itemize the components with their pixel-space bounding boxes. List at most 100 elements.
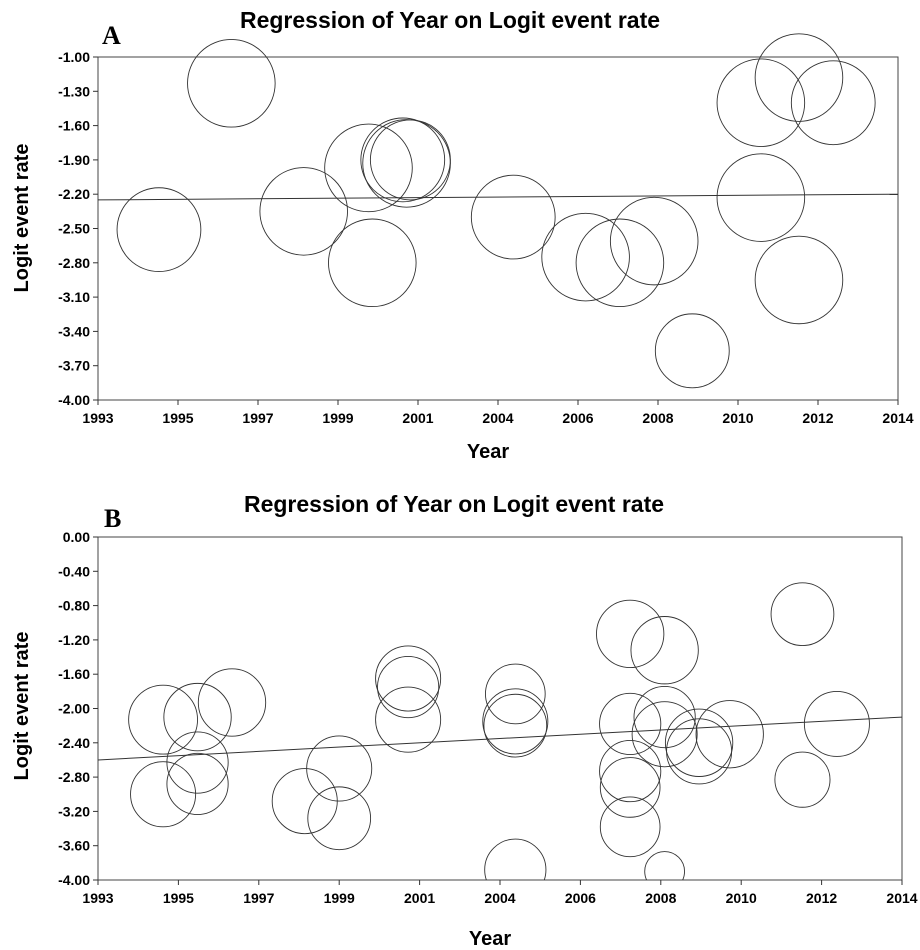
x-tick-label: 1993 [82, 890, 113, 906]
x-tick-label: 2004 [482, 410, 513, 426]
data-bubble [664, 708, 734, 777]
plot-frame-b [97, 536, 903, 881]
data-bubble [128, 684, 198, 755]
x-tick-label: 1995 [162, 410, 193, 426]
chart-title-a: Regression of Year on Logit event rate [240, 7, 660, 33]
data-bubble [130, 761, 197, 828]
panel-b: Regression of Year on Logit event rate B… [11, 491, 918, 950]
data-bubble [116, 187, 202, 272]
x-tick-label: 2010 [722, 410, 753, 426]
data-bubble [375, 645, 442, 712]
data-bubble [483, 693, 548, 758]
x-tick-label: 2008 [645, 890, 676, 906]
y-tick-label: -1.60 [58, 666, 90, 682]
y-tick-label: -2.80 [58, 769, 90, 785]
x-tick-label: 2001 [404, 890, 435, 906]
x-tick-label: 2014 [882, 410, 913, 426]
x-tick-label: 2006 [565, 890, 596, 906]
data-bubble [482, 688, 549, 755]
y-tick-label: -0.40 [58, 563, 90, 579]
x-tick-label: 2012 [802, 410, 833, 426]
x-tick-label: 2012 [806, 890, 837, 906]
x-tick-label: 1997 [243, 890, 274, 906]
data-bubble [596, 599, 665, 669]
y-tick-label: -4.00 [58, 392, 90, 408]
x-tick-label: 1999 [322, 410, 353, 426]
x-tick-label: 2010 [726, 890, 757, 906]
x-tick-label: 1997 [242, 410, 273, 426]
x-tick-label: 1995 [163, 890, 194, 906]
data-bubble [575, 218, 665, 308]
data-bubble [328, 218, 417, 308]
data-bubble [644, 851, 685, 880]
panel-letter-a: A [102, 21, 121, 50]
data-bubble [790, 60, 876, 146]
y-axis-label-b: Logit event rate [11, 632, 33, 781]
data-bubble [484, 838, 547, 880]
x-axis-label-a: Year [467, 441, 509, 463]
data-bubble [360, 117, 446, 203]
y-tick-label: -1.30 [58, 83, 90, 99]
data-bubble [803, 690, 870, 757]
panel-a: Regression of Year on Logit event rate A… [11, 7, 914, 463]
data-bubble [470, 174, 556, 260]
y-tick-label: -2.20 [58, 186, 90, 202]
y-tick-label: -2.80 [58, 255, 90, 271]
data-bubble [375, 686, 442, 753]
data-bubble [306, 735, 373, 802]
y-tick-label: 0.00 [63, 529, 90, 545]
data-bubble [259, 167, 348, 256]
y-tick-label: -1.00 [58, 49, 90, 65]
y-tick-label: -1.20 [58, 632, 90, 648]
y-tick-label: -4.00 [58, 872, 90, 888]
data-bubble [609, 196, 699, 286]
y-tick-label: -1.60 [58, 118, 90, 134]
data-bubble [599, 740, 662, 803]
plot-frame-a [97, 56, 899, 401]
x-tick-label: 1993 [82, 410, 113, 426]
data-bubble [485, 663, 546, 725]
data-bubble [666, 718, 733, 785]
y-tick-label: -3.70 [58, 358, 90, 374]
data-bubble [716, 153, 806, 242]
data-bubble [630, 616, 699, 685]
y-tick-label: -2.00 [58, 701, 90, 717]
data-bubble [197, 668, 267, 737]
data-bubble [541, 212, 630, 302]
data-bubble [307, 786, 372, 851]
x-tick-label: 2004 [484, 890, 515, 906]
y-tick-label: -2.40 [58, 735, 90, 751]
data-bubble [716, 58, 806, 147]
x-tick-label: 2006 [562, 410, 593, 426]
data-bubble [774, 751, 831, 808]
data-bubble [271, 768, 338, 835]
y-tick-label: -3.20 [58, 803, 90, 819]
y-tick-label: -2.50 [58, 221, 90, 237]
y-tick-label: -3.40 [58, 323, 90, 339]
y-axis-label-a: Logit event rate [11, 144, 33, 293]
y-tick-label: -3.10 [58, 289, 90, 305]
y-tick-label: -3.60 [58, 838, 90, 854]
chart-title-b: Regression of Year on Logit event rate [244, 491, 664, 517]
data-bubble [633, 685, 696, 749]
bubble-group-b [128, 582, 870, 880]
data-bubble [599, 757, 661, 818]
x-tick-label: 2014 [886, 890, 917, 906]
x-tick-label: 2001 [402, 410, 433, 426]
data-bubble [362, 119, 451, 208]
data-bubble [163, 682, 232, 752]
regression-line-b [97, 716, 903, 761]
data-bubble [654, 313, 730, 389]
data-bubble [166, 752, 229, 816]
data-bubble [599, 796, 661, 858]
regression-line-a [97, 193, 899, 201]
x-tick-label: 1999 [324, 890, 355, 906]
data-bubble [695, 700, 764, 769]
bubble-group-a [116, 33, 876, 389]
data-bubble [324, 123, 413, 213]
data-bubble [599, 692, 662, 756]
y-tick-label: -1.90 [58, 152, 90, 168]
data-bubble [631, 701, 698, 768]
y-tick-label: -0.80 [58, 598, 90, 614]
